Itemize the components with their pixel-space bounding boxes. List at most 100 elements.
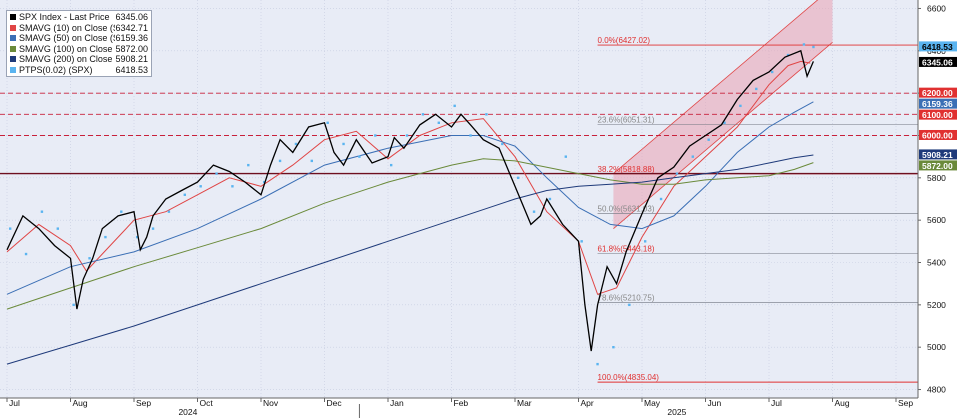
ptps-dot bbox=[215, 172, 218, 175]
x-tick-label: Oct bbox=[200, 398, 214, 408]
legend-swatch bbox=[10, 56, 16, 63]
legend-item[interactable]: PTPS(0.02) (SPX) 6418.53 bbox=[10, 65, 148, 76]
axis-value-badge bbox=[919, 41, 957, 52]
legend-item[interactable]: SMAVG (100) on Close (SPX) 5872.00 bbox=[10, 44, 148, 55]
ptps-dot bbox=[707, 138, 710, 141]
ptps-dot bbox=[532, 210, 536, 213]
ptps-dot bbox=[24, 252, 28, 256]
ptps-dot bbox=[247, 163, 250, 167]
ptps-dot bbox=[405, 134, 409, 137]
axis-value-label: 6100.00 bbox=[922, 110, 953, 120]
reference-lines bbox=[0, 92, 918, 175]
ptps-dot bbox=[135, 235, 139, 239]
ptps-dot bbox=[231, 185, 234, 188]
x-tick-label: Aug bbox=[835, 398, 850, 408]
ptps-dot bbox=[8, 227, 12, 230]
ptps-dot bbox=[56, 227, 59, 230]
axis-value-label: 5872.00 bbox=[922, 161, 953, 171]
moving-average-line bbox=[6, 101, 814, 295]
moving-average-line bbox=[6, 60, 811, 295]
axis-value-label: 6345.06 bbox=[922, 57, 953, 67]
ptps-dot bbox=[596, 362, 599, 366]
ptps-dot bbox=[421, 113, 425, 116]
ptps-dot bbox=[739, 104, 742, 108]
fib-level-label: 61.8%(5443.18) bbox=[598, 244, 655, 253]
axis-value-badge bbox=[919, 129, 957, 140]
ptps-dot bbox=[564, 155, 567, 158]
legend-value: 5908.21 bbox=[115, 54, 148, 64]
x-axis-background bbox=[0, 398, 957, 418]
legend-item[interactable]: SMAVG (10) on Close (SPX) 6342.71 bbox=[10, 23, 148, 34]
x-tick-label: May bbox=[644, 398, 661, 408]
axis-value-badge bbox=[919, 160, 957, 171]
ptps-dot bbox=[437, 121, 440, 124]
fib-level-label: 23.6%(6051.31) bbox=[598, 116, 655, 125]
x-tick-label: Jan bbox=[390, 398, 404, 408]
ptps-dot bbox=[786, 53, 790, 57]
year-label: 2024 bbox=[178, 407, 197, 417]
ptps-dot bbox=[167, 210, 171, 213]
legend-value: 6159.36 bbox=[115, 33, 148, 43]
y-tick-label: 5600 bbox=[927, 215, 946, 225]
ptps-dot bbox=[88, 257, 91, 260]
legend-swatch bbox=[10, 66, 16, 73]
moving-average-line bbox=[6, 158, 814, 310]
x-tick-label: Feb bbox=[454, 398, 469, 408]
fib-level-label: 50.0%(5631.03) bbox=[598, 205, 655, 214]
axis-value-label: 6159.36 bbox=[922, 99, 953, 109]
series bbox=[6, 43, 815, 366]
ptps-dot bbox=[723, 121, 726, 124]
legend-value: 6418.53 bbox=[115, 64, 148, 75]
legend-value: 6342.71 bbox=[115, 22, 148, 33]
ptps-dot bbox=[374, 134, 377, 137]
ptps-dot bbox=[120, 210, 123, 213]
fib-level-label: 0.0%(6427.02) bbox=[598, 36, 651, 45]
axis-value-badge bbox=[919, 87, 957, 98]
legend-value: 6345.06 bbox=[115, 12, 148, 22]
x-tick-label: Apr bbox=[581, 398, 594, 408]
x-tick-label: Mar bbox=[517, 398, 532, 408]
ptps-dot bbox=[389, 163, 393, 167]
ptps-dot bbox=[72, 303, 75, 307]
legend-item[interactable]: SPX Index - Last Price 6345.06 bbox=[10, 12, 148, 23]
legend-label: PTPS(0.02) (SPX) bbox=[19, 64, 93, 75]
legend-item[interactable]: SMAVG (200) on Close (SPX) 5908.21 bbox=[10, 54, 148, 65]
x-tick-label: Jun bbox=[708, 398, 722, 408]
moving-average-line bbox=[6, 154, 814, 365]
axis-value-badge bbox=[919, 109, 957, 120]
axis-value-badge bbox=[919, 149, 957, 160]
ptps-dot bbox=[612, 345, 615, 349]
axis-value-badge bbox=[919, 56, 957, 67]
legend-item[interactable]: SMAVG (50) on Close (SPX) 6159.36 bbox=[10, 33, 148, 44]
legend-swatch bbox=[10, 14, 16, 21]
y-tick-label: 5000 bbox=[927, 342, 946, 352]
price-line bbox=[6, 49, 814, 352]
axis-value-label: 6418.53 bbox=[922, 42, 953, 52]
year-label: 2025 bbox=[667, 407, 686, 417]
legend-value: 5872.00 bbox=[115, 43, 148, 54]
ptps-dot bbox=[262, 180, 266, 184]
ptps-dot bbox=[659, 197, 663, 201]
ptps-dot bbox=[104, 235, 107, 239]
ptps-dot bbox=[40, 210, 44, 213]
legend: SPX Index - Last Price 6345.06 SMAVG (10… bbox=[6, 10, 152, 77]
ptps-dot bbox=[643, 240, 647, 243]
ptps-dot bbox=[453, 104, 456, 108]
y-tick-label: 6600 bbox=[927, 3, 946, 13]
legend-swatch bbox=[10, 45, 16, 52]
ptps-dot bbox=[691, 155, 694, 158]
ptps-dot bbox=[151, 227, 155, 230]
legend-label: SMAVG (200) on Close (SPX) bbox=[19, 54, 115, 64]
legend-label: SMAVG (100) on Close (SPX) bbox=[19, 43, 115, 54]
ptps-dot bbox=[342, 142, 345, 146]
x-tick-label: Aug bbox=[73, 398, 88, 408]
x-axis: Jul Aug Sep Oct Nov Dec Jan Feb Mar Apr May Jun Jul A… bbox=[6, 398, 913, 418]
legend-label: SMAVG (50) on Close (SPX) bbox=[19, 33, 115, 43]
ptps-dot bbox=[548, 197, 552, 201]
x-tick-label: Sep bbox=[136, 398, 151, 408]
ptps-dot bbox=[310, 159, 313, 163]
x-tick-label: Jul bbox=[771, 398, 782, 408]
ptps-dot bbox=[485, 113, 488, 116]
ptps-dot bbox=[183, 193, 186, 196]
